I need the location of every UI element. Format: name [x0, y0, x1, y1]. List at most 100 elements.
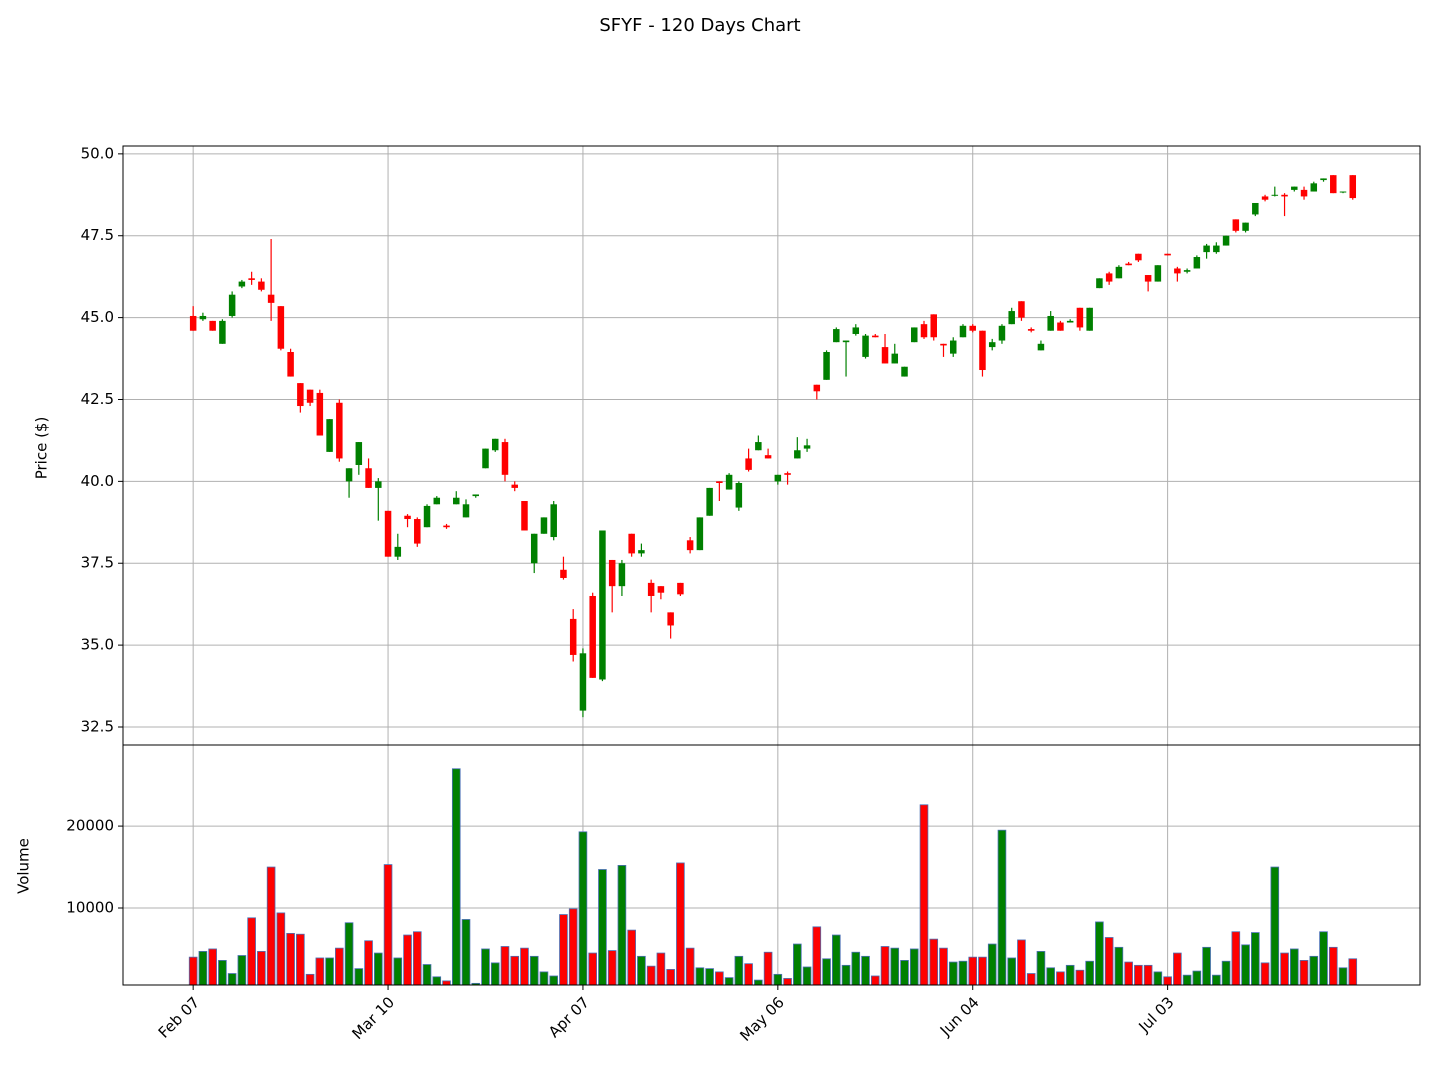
candle-body	[774, 474, 782, 482]
volume-bar	[909, 948, 919, 986]
candle-body	[1281, 194, 1288, 197]
y-tick-label: 37.5	[81, 554, 114, 572]
candle-body	[920, 324, 928, 338]
candle-body	[1242, 222, 1249, 231]
candle-body	[901, 366, 908, 377]
volume-bar	[520, 947, 529, 986]
candle-body	[1154, 265, 1162, 282]
volume-bar	[870, 975, 880, 986]
y-tick-label: 35.0	[81, 636, 114, 654]
y-axis-label: Price ($)	[33, 417, 51, 480]
volume-bar	[393, 957, 403, 986]
candle-body	[540, 517, 548, 534]
candle-body	[189, 315, 197, 331]
volume-bar	[997, 829, 1007, 986]
candle-body	[1027, 329, 1035, 331]
candle-body	[803, 445, 811, 449]
volume-bar	[617, 865, 627, 986]
volume-bar	[218, 960, 227, 986]
volume-bar	[490, 962, 500, 986]
candle-body	[209, 320, 216, 331]
volume-bar	[432, 976, 442, 986]
volume-bar	[1173, 952, 1182, 986]
candle-body	[872, 335, 879, 338]
candle-body	[998, 325, 1006, 341]
volume-bar	[861, 955, 870, 986]
volume-bar	[1085, 960, 1094, 986]
volume-bar	[422, 964, 432, 986]
volume-bar	[958, 960, 968, 986]
candle-body	[1203, 245, 1210, 253]
candle-body	[306, 389, 314, 403]
volume-bar	[1056, 971, 1065, 986]
volume-bar	[335, 947, 344, 986]
volume-bar	[948, 961, 958, 986]
volume-bar	[1134, 964, 1143, 986]
candle-body	[375, 481, 382, 488]
candle-body	[530, 533, 538, 564]
volume-bar	[1143, 964, 1153, 986]
volume-bar	[802, 966, 812, 986]
candle-body	[1252, 202, 1259, 215]
volume-bar	[851, 951, 861, 986]
volume-bar	[451, 768, 461, 986]
volume-bar	[900, 960, 909, 986]
volume-bar	[1104, 937, 1114, 986]
volume-bar	[1270, 866, 1280, 986]
volume-bar	[412, 931, 422, 986]
volume-bar	[208, 948, 217, 986]
candle-body	[491, 438, 499, 451]
candle-body	[501, 442, 509, 475]
candle-body	[228, 294, 236, 316]
candle-body	[725, 474, 733, 490]
candle-body	[930, 314, 937, 338]
volume-bar	[1280, 952, 1289, 986]
candle-body	[1193, 257, 1201, 269]
volume-bar	[1299, 960, 1309, 986]
candle-body	[560, 569, 567, 578]
candle-body	[394, 546, 402, 557]
candle-body	[277, 306, 285, 349]
volume-bar	[383, 864, 393, 986]
volume-bar	[656, 952, 666, 986]
candle-body	[258, 281, 265, 290]
candle-body	[881, 347, 889, 364]
candle-body	[608, 559, 616, 587]
volume-bar	[1348, 958, 1358, 986]
volume-bar	[344, 922, 354, 986]
volume-bar	[676, 862, 685, 986]
candle-body	[979, 330, 986, 371]
candle-body	[784, 473, 791, 475]
y-tick-label: 50.0	[81, 144, 114, 162]
volume-bar	[481, 948, 490, 986]
volume-bar	[744, 963, 753, 986]
volume-bar	[1221, 960, 1231, 986]
candle-body	[638, 550, 645, 554]
volume-bar	[1202, 946, 1211, 986]
volume-bar	[763, 951, 773, 986]
candle-body	[891, 353, 899, 364]
volume-bar	[325, 957, 334, 986]
volume-bar	[1046, 967, 1055, 986]
volume-bar	[1095, 921, 1104, 986]
y-tick-label: 20000	[66, 817, 114, 835]
candle-body	[794, 450, 801, 459]
y-tick-label: 32.5	[81, 717, 114, 735]
candle-body	[472, 494, 480, 497]
volume-bar	[754, 979, 763, 986]
volume-bar	[685, 947, 695, 986]
candle-body	[521, 501, 528, 531]
candle-body	[1349, 175, 1357, 199]
candle-body	[1174, 268, 1181, 274]
volume-bar	[1192, 970, 1202, 986]
candle-body	[267, 294, 275, 303]
candle-body	[1125, 263, 1132, 266]
candle-body	[316, 392, 324, 436]
candle-body	[1339, 191, 1347, 193]
volume-bar	[1017, 939, 1026, 986]
candle-body	[1008, 311, 1015, 325]
candle-body	[657, 586, 665, 593]
volume-bar	[919, 804, 929, 986]
candle-body	[647, 582, 655, 596]
candle-body	[219, 320, 226, 344]
